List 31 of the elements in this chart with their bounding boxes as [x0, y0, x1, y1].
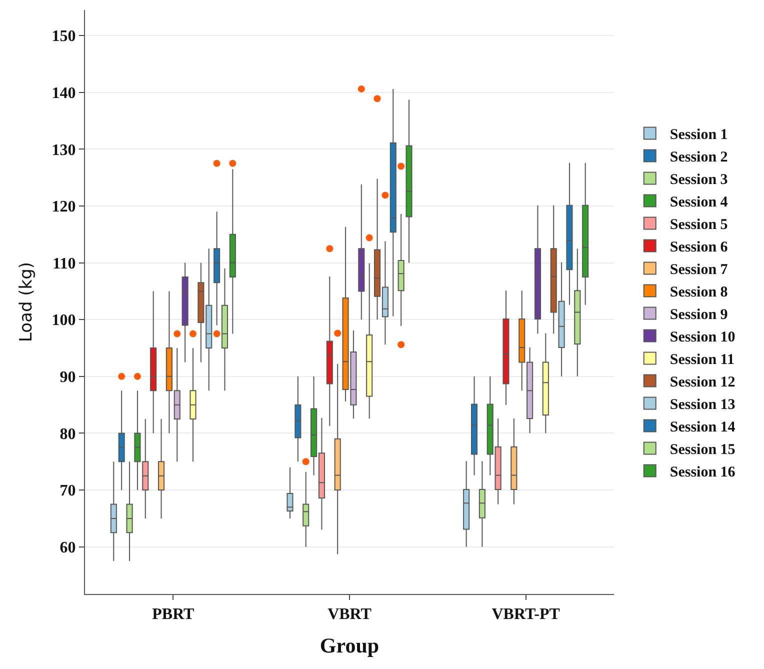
- y-tick-label: 70: [60, 482, 76, 500]
- y-tick-label: 90: [60, 369, 76, 386]
- x-tick-label: VBRT-PT: [492, 606, 560, 624]
- legend-label: Session 9: [670, 307, 728, 324]
- legend-label: Session 1: [670, 127, 728, 144]
- x-tick-label: VBRT: [328, 606, 372, 624]
- y-tick-label: 130: [52, 142, 76, 159]
- legend-label: Session 3: [670, 172, 728, 188]
- y-tick-label: 60: [60, 539, 76, 556]
- legend-label: Session 14: [670, 420, 736, 436]
- x-tick-label: PBRT: [152, 606, 195, 624]
- legend-label: Session 15: [670, 442, 736, 458]
- y-tick-label: 110: [52, 255, 76, 272]
- legend-label: Session 16: [670, 464, 736, 481]
- y-axis-title: Load (kg): [16, 262, 36, 342]
- y-tick-label: 100: [52, 312, 76, 330]
- y-tick-label: 140: [52, 84, 76, 102]
- y-tick-label: 80: [60, 426, 76, 443]
- legend-label: Session 4: [670, 194, 728, 211]
- legend-label: Session 10: [670, 330, 736, 346]
- legend-label: Session 13: [670, 397, 736, 414]
- legend-label: Session 5: [670, 217, 728, 234]
- y-tick-label: 120: [52, 198, 76, 216]
- legend-label: Session 12: [670, 374, 736, 391]
- legend-label: Session 8: [670, 284, 728, 301]
- legend-label: Session 2: [670, 150, 728, 166]
- legend-label: Session 11: [670, 352, 734, 368]
- legend-label: Session 6: [670, 240, 728, 256]
- legend-label: Session 7: [670, 262, 728, 278]
- y-tick-label: 150: [52, 28, 76, 46]
- x-axis-title: Group: [320, 633, 380, 658]
